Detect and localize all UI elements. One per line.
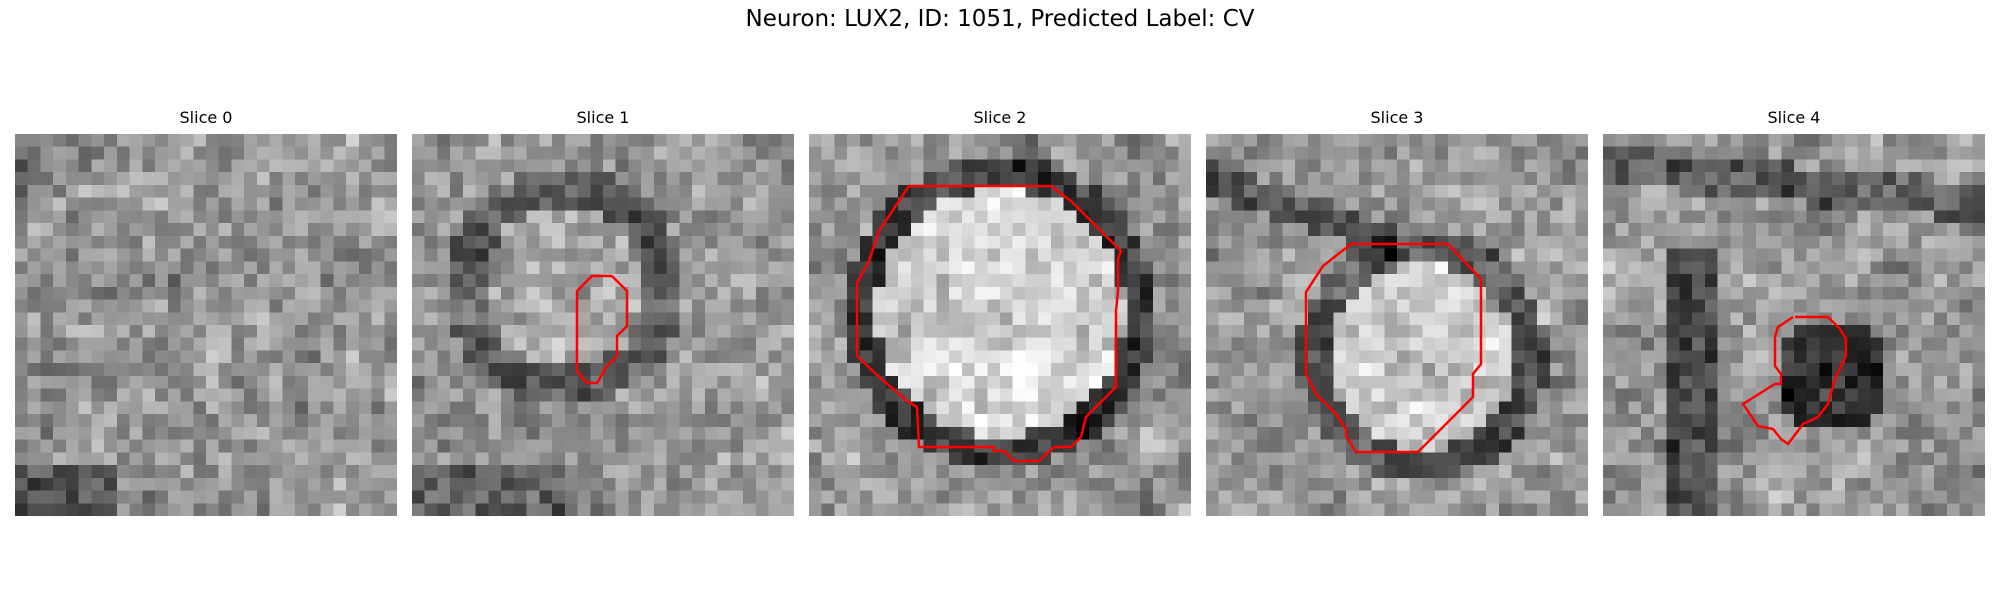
grayscale-image [15,134,397,516]
slice-title: Slice 1 [576,108,630,127]
slice-image-1 [412,134,794,516]
slice-title: Slice 2 [973,108,1027,127]
grayscale-image [809,134,1191,516]
grayscale-image [1603,134,1985,516]
grayscale-image [412,134,794,516]
contour-line [1741,315,1848,446]
slice-title: Slice 4 [1767,108,1821,127]
slice-title: Slice 3 [1370,108,1424,127]
slice-image-4 [1603,134,1985,516]
contour-overlay [575,274,629,385]
contour-line [575,274,629,385]
contour-overlay [855,184,1123,463]
slice-image-3 [1206,134,1588,516]
slice-image-2 [809,134,1191,516]
contour-overlay [1741,315,1848,446]
slice-title: Slice 0 [179,108,233,127]
contour-overlay [1304,242,1483,454]
slice-image-0 [15,134,397,516]
figure-title: Neuron: LUX2, ID: 1051, Predicted Label:… [745,6,1255,32]
contour-line [855,184,1123,463]
contour-line [1304,242,1483,454]
